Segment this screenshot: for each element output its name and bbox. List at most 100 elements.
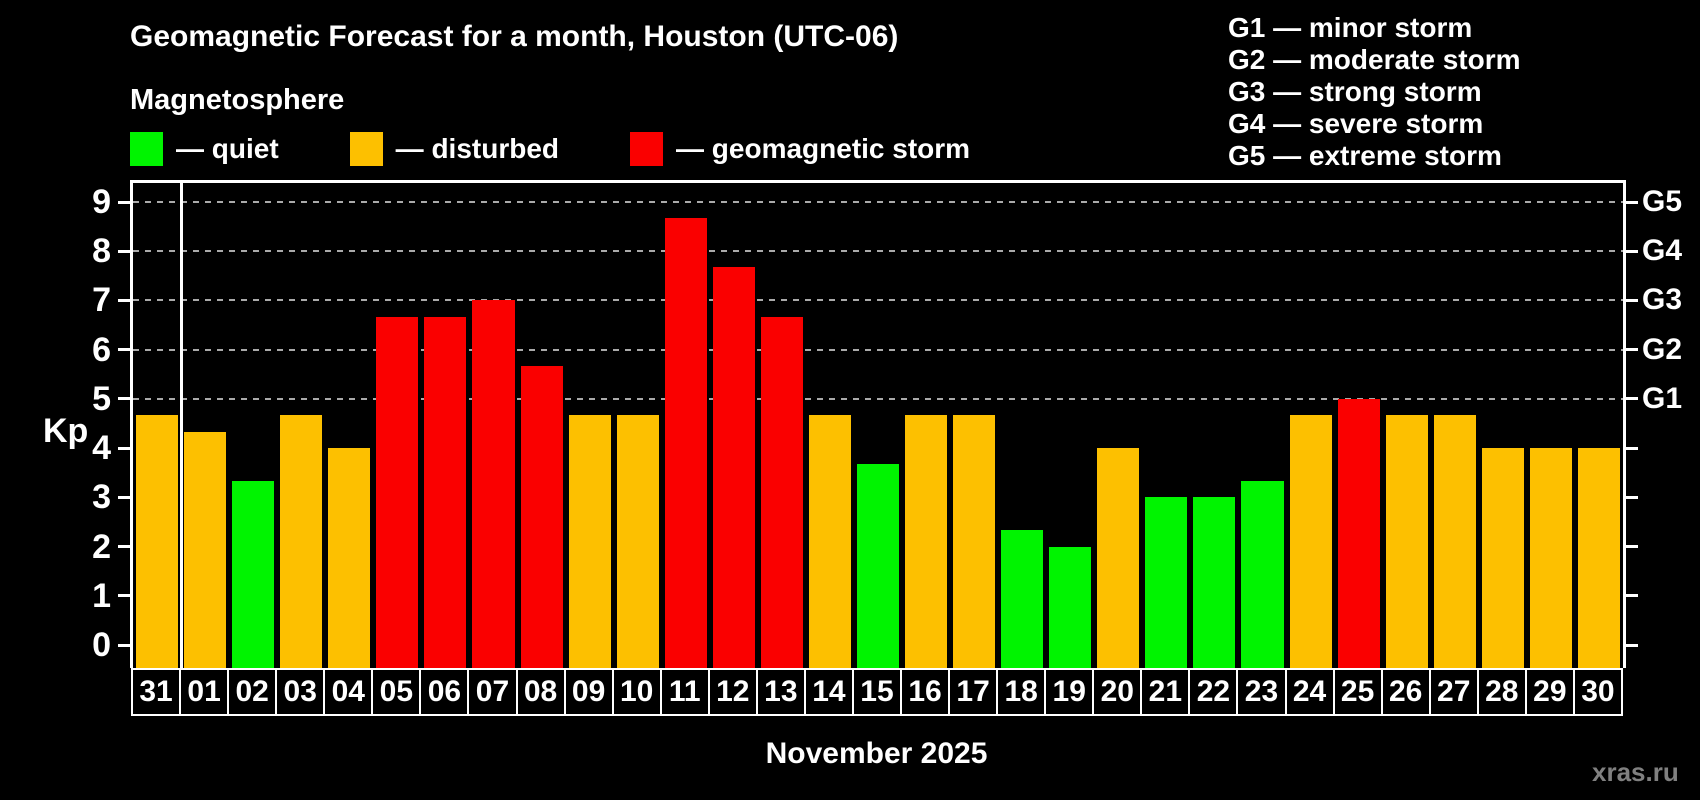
kp-bar-day-06 xyxy=(424,316,467,668)
gridline-kp-8 xyxy=(133,250,1623,253)
date-cell-02: 02 xyxy=(227,668,278,716)
date-cell-26: 26 xyxy=(1380,668,1431,716)
y-axis-tick-label-1: 1 xyxy=(92,576,111,615)
date-cell-22: 22 xyxy=(1188,668,1239,716)
kp-bar-day-04 xyxy=(328,448,371,668)
right-axis-tick-4 xyxy=(1626,446,1638,450)
y-axis-label: Kp xyxy=(43,412,89,450)
gridline-kp-5 xyxy=(133,397,1623,400)
date-cell-31: 31 xyxy=(131,668,182,716)
gridline-kp-6 xyxy=(133,348,1623,351)
right-axis-tick-5 xyxy=(1626,397,1638,401)
y-axis-tick-0 xyxy=(118,643,130,647)
watermark: xras.ru xyxy=(1592,757,1679,787)
month-separator-line xyxy=(179,183,183,668)
kp-bar-day-13 xyxy=(760,316,803,668)
x-axis-date-row: 31 01 02 03 04 05 06 07 08 09 10 11 12 13 14 15 16 17 18 19… xyxy=(131,668,1623,716)
right-axis-label-G5: G5 xyxy=(1642,185,1683,218)
right-axis-tick-2 xyxy=(1626,545,1638,549)
g-scale-legend-line: G4 — severe storm xyxy=(1228,108,1484,139)
kp-bar-day-09 xyxy=(568,415,611,668)
kp-bar-day-26 xyxy=(1385,415,1428,668)
legend-label-quiet: — quiet xyxy=(176,133,279,164)
y-axis-tick-label-3: 3 xyxy=(92,478,111,517)
gridline-kp-7 xyxy=(133,299,1623,302)
date-cell-17: 17 xyxy=(948,668,999,716)
kp-bar-day-02 xyxy=(232,481,275,668)
kp-bar-day-20 xyxy=(1097,448,1140,668)
date-cell-12: 12 xyxy=(707,668,758,716)
date-cell-14: 14 xyxy=(803,668,854,716)
g-scale-legend-line: G2 — moderate storm xyxy=(1228,44,1521,75)
kp-bar-day-24 xyxy=(1289,415,1332,668)
right-axis-tick-9 xyxy=(1626,200,1638,204)
legend-item-storm: — geomagnetic storm xyxy=(630,131,970,167)
y-axis-tick-1 xyxy=(118,594,130,598)
magnetosphere-legend: — quiet — disturbed — geomagnetic storm xyxy=(130,131,970,167)
kp-bar-day-25 xyxy=(1337,398,1380,668)
x-axis-month-label: November 2025 xyxy=(765,737,988,770)
kp-bar-day-05 xyxy=(376,316,419,668)
gridline-kp-9 xyxy=(133,201,1623,203)
kp-bar-day-12 xyxy=(712,267,755,668)
kp-bar-day-14 xyxy=(808,415,851,668)
y-axis-tick-7 xyxy=(118,298,130,302)
kp-bar-day-28 xyxy=(1481,448,1524,668)
date-cell-21: 21 xyxy=(1140,668,1191,716)
right-axis-tick-6 xyxy=(1626,348,1638,352)
g-scale-legend-line: G1 — minor storm xyxy=(1228,12,1473,43)
y-axis-tick-8 xyxy=(118,249,130,253)
g-scale-legend-line: G5 — extreme storm xyxy=(1228,140,1502,171)
right-axis-label-G3: G3 xyxy=(1642,283,1683,317)
kp-bar-day-18 xyxy=(1001,530,1044,668)
y-axis-tick-label-9: 9 xyxy=(92,183,111,221)
y-axis-tick-3 xyxy=(118,495,130,499)
kp-bar-day-03 xyxy=(280,415,323,668)
date-cell-18: 18 xyxy=(996,668,1047,716)
kp-bar-day-07 xyxy=(472,300,515,668)
g-scale-legend: G1 — minor storm G2 — moderate storm G3 — … xyxy=(1228,12,1521,172)
right-axis-tick-0 xyxy=(1626,643,1638,647)
legend-label-disturbed: — disturbed xyxy=(395,133,560,164)
date-cell-03: 03 xyxy=(275,668,326,716)
y-axis-tick-2 xyxy=(118,545,130,549)
date-cell-16: 16 xyxy=(900,668,951,716)
kp-bar-day-19 xyxy=(1049,546,1092,668)
y-axis-tick-6 xyxy=(118,348,130,352)
date-cell-23: 23 xyxy=(1236,668,1287,716)
date-cell-07: 07 xyxy=(467,668,518,716)
kp-bar-day-31 xyxy=(136,415,179,668)
right-axis-tick-1 xyxy=(1626,594,1638,598)
legend-item-disturbed: — disturbed xyxy=(349,131,560,167)
date-cell-24: 24 xyxy=(1284,668,1335,716)
right-axis-label-G4: G4 xyxy=(1642,234,1683,268)
date-cell-13: 13 xyxy=(755,668,806,716)
legend-swatch-storm xyxy=(630,132,664,166)
date-cell-05: 05 xyxy=(371,668,422,716)
kp-bar-day-10 xyxy=(616,415,659,668)
kp-bar-day-16 xyxy=(905,415,948,668)
date-cell-29: 29 xyxy=(1524,668,1575,716)
g-scale-legend-line: G3 — strong storm xyxy=(1228,76,1482,107)
legend-item-quiet: — quiet xyxy=(130,131,279,167)
chart-subtitle: Magnetosphere xyxy=(130,84,345,116)
date-cell-19: 19 xyxy=(1044,668,1095,716)
right-axis-label-G2: G2 xyxy=(1642,332,1683,366)
date-cell-08: 08 xyxy=(515,668,566,716)
y-axis-tick-label-8: 8 xyxy=(92,232,111,271)
plot-area: 0 1 2 3 4 5 6 7 8 9 G1 G2 G3 G4 G5 xyxy=(92,180,1682,668)
kp-bar-day-27 xyxy=(1433,415,1476,668)
date-cell-20: 20 xyxy=(1092,668,1143,716)
date-cell-30: 30 xyxy=(1572,668,1623,716)
chart-title: Geomagnetic Forecast for a month, Housto… xyxy=(130,20,899,53)
y-axis-tick-label-4: 4 xyxy=(92,429,111,468)
date-cell-11: 11 xyxy=(659,668,710,716)
date-cell-09: 09 xyxy=(563,668,614,716)
kp-bar-day-21 xyxy=(1145,497,1188,668)
legend-swatch-disturbed xyxy=(349,132,383,166)
y-axis-tick-label-2: 2 xyxy=(92,527,111,566)
date-cell-04: 04 xyxy=(323,668,374,716)
kp-bar-day-11 xyxy=(664,218,707,668)
kp-bar-day-15 xyxy=(856,464,900,668)
